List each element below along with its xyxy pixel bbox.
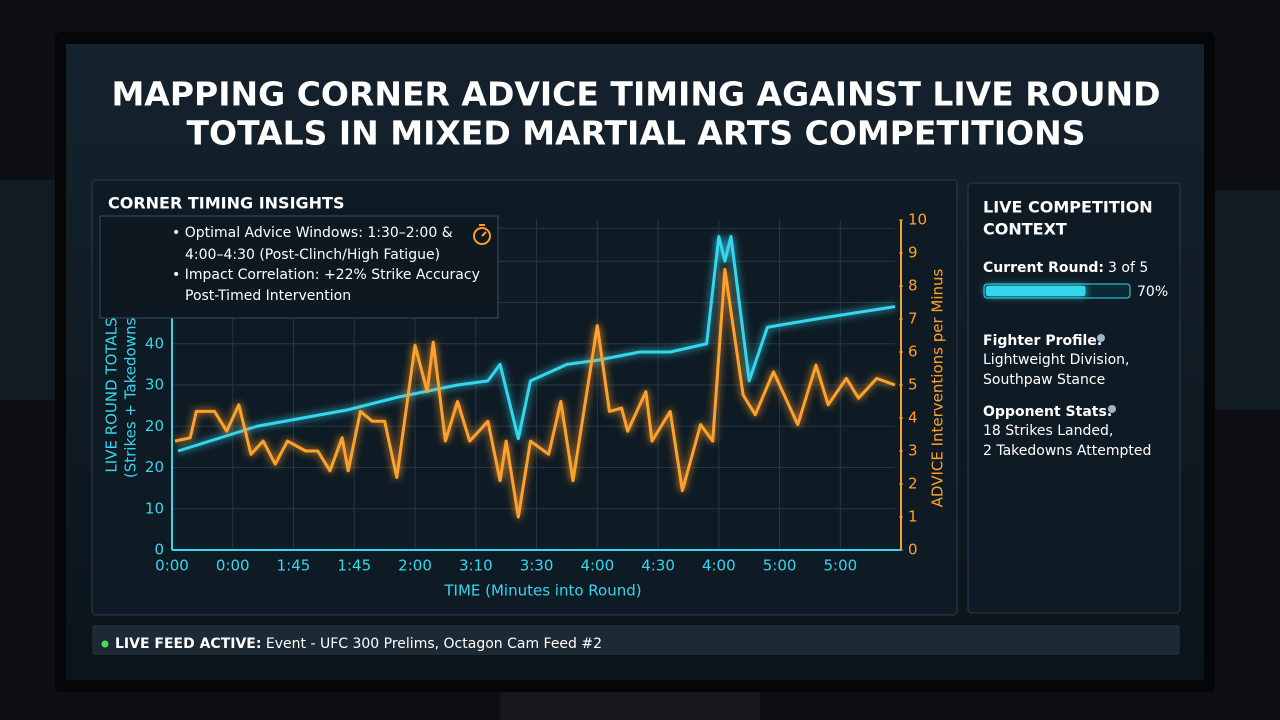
x-axis-label: TIME (Minutes into Round) — [443, 582, 641, 600]
side-monitor — [0, 180, 60, 400]
fighter-line: Southpaw Stance — [983, 372, 1105, 388]
round-info: Current Round: 3 of 5 — [983, 260, 1148, 276]
insights-line: 4:00–4:30 (Post-Clinch/High Fatigue) — [185, 247, 440, 263]
y-tick-label: 20 — [145, 458, 164, 476]
footer-bar — [92, 625, 1180, 655]
monitor-stand — [500, 688, 760, 720]
y2-axis-label: ADVICE Interventions per Minus — [929, 268, 947, 507]
x-tick-label: 5:00 — [823, 557, 857, 575]
insights-line: • Impact Correlation: +22% Strike Accura… — [172, 267, 480, 283]
data-line — [174, 268, 896, 519]
title-line: MAPPING CORNER ADVICE TIMING AGAINST LIV… — [111, 75, 1160, 114]
y2-tick-label: 0 — [908, 541, 918, 559]
opponent-label: Opponent Stats: — [983, 404, 1112, 420]
y2-tick-label: 1 — [908, 508, 918, 526]
progress-label: 70% — [1137, 284, 1168, 300]
opponent-line: 2 Takedowns Attempted — [983, 443, 1151, 459]
person-icon — [1097, 334, 1105, 342]
y-axis-label: LIVE ROUND TOTALS — [103, 317, 121, 472]
progress-fill — [986, 286, 1086, 296]
footer-label: LIVE FEED ACTIVE: — [115, 636, 261, 652]
y2-tick-label: 9 — [908, 244, 918, 262]
person-icon — [1108, 405, 1116, 413]
data-line — [177, 235, 896, 453]
round-label: Current Round: — [983, 260, 1104, 276]
context-title: LIVE COMPETITION — [983, 198, 1153, 217]
footer-text: LIVE FEED ACTIVE: Event - UFC 300 Prelim… — [115, 636, 602, 652]
y2-tick-label: 7 — [908, 310, 918, 328]
y-tick-label: 10 — [145, 499, 164, 517]
x-tick-label: 4:00 — [702, 557, 736, 575]
insights-line: • Optimal Advice Windows: 1:30–2:00 & — [172, 225, 453, 241]
context-title: CONTEXT — [983, 220, 1067, 239]
y2-tick-label: 3 — [908, 442, 918, 460]
footer-detail: Event - UFC 300 Prelims, Octagon Cam Fee… — [261, 636, 602, 652]
y-tick-label: 0 — [154, 541, 164, 559]
insights-line: Post-Timed Intervention — [185, 288, 351, 304]
x-tick-label: 4:00 — [580, 557, 614, 575]
x-tick-label: 2:00 — [398, 557, 432, 575]
y2-tick-label: 5 — [908, 376, 918, 394]
insights-title: CORNER TIMING INSIGHTS — [108, 194, 345, 213]
context-panel — [967, 182, 1181, 614]
fighter-line: Lightweight Division, — [983, 352, 1130, 368]
x-tick-label: 1:45 — [277, 557, 311, 575]
y2-tick-label: 6 — [908, 343, 918, 361]
x-tick-label: 4:30 — [641, 557, 675, 575]
y2-tick-label: 10 — [908, 211, 927, 229]
side-monitor — [1215, 190, 1280, 410]
x-tick-label: 3:30 — [520, 557, 554, 575]
x-tick-label: 3:10 — [459, 557, 493, 575]
y-axis-label: (Strikes + Takedowns) — [122, 312, 140, 478]
round-value: 3 of 5 — [1108, 260, 1148, 276]
timer-icon — [473, 224, 491, 245]
fighter-label: Fighter Profile: — [983, 333, 1102, 349]
title-line: TOTALS IN MIXED MARTIAL ARTS COMPETITION… — [187, 114, 1086, 153]
x-tick-label: 5:00 — [763, 557, 797, 575]
y2-tick-label: 4 — [908, 409, 918, 427]
insights-box — [99, 215, 499, 319]
x-tick-label: 1:45 — [337, 557, 371, 575]
y2-tick-label: 8 — [908, 277, 918, 295]
y-tick-label: 20 — [145, 417, 164, 435]
x-tick-label: 0:00 — [155, 557, 189, 575]
y2-tick-label: 2 — [908, 475, 918, 493]
live-dot — [101, 640, 109, 648]
y-tick-label: 40 — [145, 334, 164, 352]
y-tick-label: 30 — [145, 376, 164, 394]
opponent-line: 18 Strikes Landed, — [983, 423, 1113, 439]
x-tick-label: 0:00 — [216, 557, 250, 575]
